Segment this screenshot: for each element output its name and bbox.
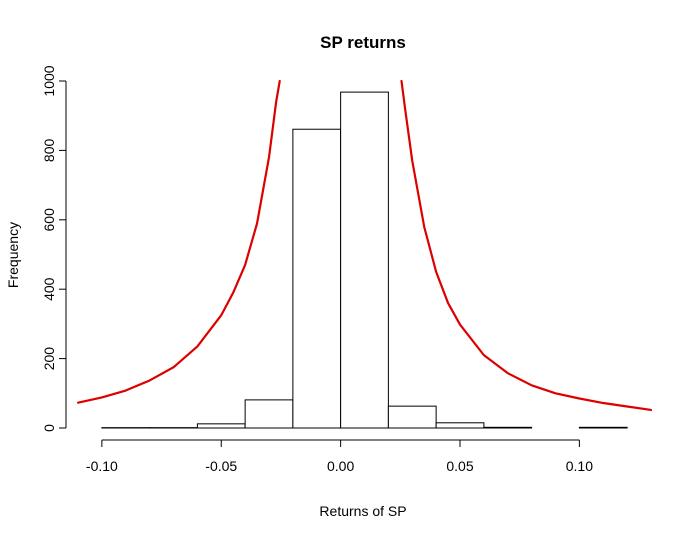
x-axis: -0.10 -0.05 0.00 0.05 0.10 — [86, 439, 593, 474]
histogram-bars — [101, 91, 628, 429]
histogram-bar — [196, 423, 246, 429]
y-tick-label: 200 — [41, 347, 57, 371]
density-curve-right — [400, 79, 653, 412]
histogram-bar — [292, 128, 342, 429]
x-tick-label: -0.10 — [86, 458, 118, 474]
y-tick-label: 800 — [41, 139, 57, 163]
histogram-bar — [483, 426, 533, 429]
y-axis: 0 200 400 600 800 1000 — [41, 65, 67, 432]
x-tick-label: 0.10 — [566, 458, 593, 474]
y-tick-label: 600 — [41, 208, 57, 232]
chart-title: SP returns — [320, 33, 406, 52]
histogram-bar — [578, 426, 628, 429]
histogram-bar — [244, 399, 294, 429]
histogram-bar — [435, 422, 485, 429]
histogram-bar — [340, 91, 389, 429]
x-tick-label: -0.05 — [205, 458, 237, 474]
y-tick-label: 400 — [41, 277, 57, 301]
y-tick-label: 1000 — [41, 65, 57, 96]
x-axis-label: Returns of SP — [319, 503, 406, 519]
x-tick-label: 0.05 — [446, 458, 473, 474]
density-curve-group — [76, 79, 653, 412]
histogram-bar — [387, 405, 437, 429]
x-tick-label: 0.00 — [327, 458, 354, 474]
density-curve-left — [76, 79, 281, 404]
y-tick-label: 0 — [41, 424, 57, 432]
y-axis-label: Frequency — [5, 222, 21, 288]
